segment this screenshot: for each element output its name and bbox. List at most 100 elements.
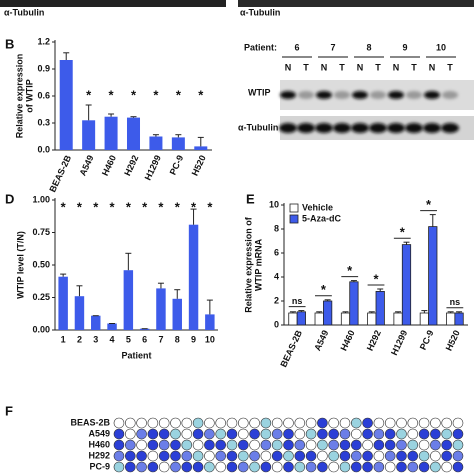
cpg-site	[125, 450, 136, 462]
row-label: H460	[88, 439, 110, 449]
cpg-site	[373, 439, 385, 451]
cpg-site	[317, 428, 328, 440]
cpg-site	[339, 417, 351, 429]
x-tick-label: H460	[339, 329, 357, 353]
cpg-site	[192, 461, 204, 473]
band	[406, 91, 422, 99]
cpg-site	[328, 417, 340, 429]
significance: *	[109, 87, 115, 102]
cpg-site	[441, 428, 453, 440]
cpg-site	[271, 450, 283, 462]
y-axis-label: Relative expression	[14, 54, 24, 139]
cpg-site	[452, 417, 464, 429]
cpg-site	[192, 439, 204, 451]
cpg-site	[305, 450, 317, 462]
y-axis-label: WTIP level (T/N)	[15, 231, 25, 299]
bar	[91, 315, 101, 330]
cpg-site	[441, 450, 453, 462]
cpg-site	[362, 461, 373, 473]
cpg-site	[305, 417, 317, 429]
bar	[375, 290, 385, 326]
cpg-site	[350, 428, 362, 440]
x-tick-label: H1299	[389, 329, 409, 357]
x-tick-label: PC-9	[418, 329, 436, 352]
cpg-site	[418, 417, 430, 429]
cpg-site	[204, 439, 215, 451]
cpg-site	[147, 428, 159, 440]
significance: ns	[450, 297, 461, 307]
cpg-site	[362, 439, 373, 451]
patient-number: 6	[294, 42, 299, 52]
cpg-site	[238, 428, 249, 440]
significance: *	[153, 87, 159, 102]
blot-label: α-Tubulin	[4, 7, 44, 17]
cpg-site	[294, 439, 306, 451]
cpg-site	[407, 439, 419, 451]
panel-label: B	[5, 36, 14, 51]
bar	[74, 296, 85, 330]
cpg-site	[170, 417, 181, 429]
significance: *	[426, 197, 432, 212]
bar	[126, 117, 141, 150]
y-tick-label: 0.3	[37, 117, 50, 127]
y-tick-label: 1.2	[37, 36, 50, 46]
bar	[149, 136, 163, 150]
significance: *	[131, 87, 137, 102]
patient-number: 8	[366, 42, 371, 52]
cpg-site	[170, 461, 181, 473]
significance: *	[347, 263, 353, 278]
cpg-site	[384, 450, 396, 462]
significance: *	[207, 199, 213, 214]
cpg-site	[317, 417, 328, 429]
cpg-site	[328, 461, 340, 473]
y-tick-label: 0.6	[37, 90, 50, 100]
cpg-site	[441, 461, 453, 473]
cpg-site	[396, 428, 407, 440]
cpg-site	[452, 439, 464, 451]
significance: *	[321, 282, 327, 297]
significance: *	[61, 199, 67, 214]
bar	[419, 312, 429, 326]
cpg-site	[373, 428, 385, 440]
blot-label: α-Tubulin	[238, 122, 278, 132]
row-label: BEAS-2B	[70, 417, 110, 427]
x-tick-label: BEAS-2B	[278, 328, 304, 368]
bar	[188, 224, 199, 330]
cpg-site	[396, 439, 407, 451]
cpg-site	[113, 461, 125, 473]
cpg-site	[350, 461, 362, 473]
cpg-site	[136, 450, 147, 462]
cpg-site	[317, 439, 328, 451]
bar	[401, 244, 412, 326]
x-tick-label: A549	[312, 329, 330, 353]
x-tick-label: 7	[158, 334, 163, 344]
cpg-site	[384, 439, 396, 451]
row-label: A549	[88, 428, 110, 438]
lane-label: T	[339, 62, 345, 72]
x-tick-label: H292	[122, 154, 140, 178]
x-tick-label: 4	[110, 334, 115, 344]
cpg-site	[418, 439, 430, 451]
bar	[171, 137, 185, 150]
cpg-site	[350, 450, 362, 462]
cpg-site	[238, 461, 249, 473]
cpg-site	[147, 439, 159, 451]
cpg-site	[215, 439, 226, 451]
lane-label: N	[429, 62, 436, 72]
cpg-site	[249, 439, 260, 451]
cpg-site	[396, 461, 407, 473]
y-tick-label: 0.0	[37, 144, 50, 154]
cpg-site	[125, 428, 136, 440]
cpg-site	[294, 461, 306, 473]
bar	[349, 281, 359, 326]
x-tick-label: 5	[126, 334, 131, 344]
cpg-site	[192, 428, 204, 440]
cpg-site	[260, 428, 272, 440]
cpg-site	[125, 417, 136, 429]
cpg-site	[181, 428, 193, 440]
bar	[205, 314, 215, 330]
cpg-site	[283, 428, 294, 440]
significance: *	[158, 199, 164, 214]
row-label: H292	[88, 450, 110, 460]
cpg-site	[294, 450, 306, 462]
